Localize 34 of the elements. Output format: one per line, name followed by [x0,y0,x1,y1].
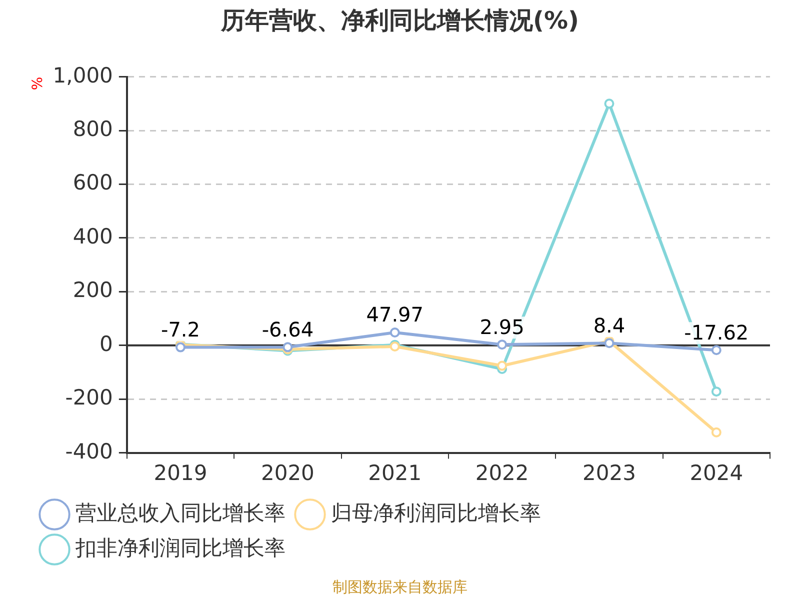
y-tick-label: 400 [72,224,113,248]
point [497,340,508,350]
y-tick-label: -400 [65,439,113,464]
text: 制图数据来自数据库 [332,578,468,596]
data-label: 8.4 [593,313,626,338]
data-label: -17.62 [684,320,749,344]
x-tick-label: 2023 [582,460,636,485]
y-tick-label: 0 [100,332,113,356]
point [711,427,722,438]
y-tick-label: 200 [72,278,113,302]
legend-label: 归母净利润同比增长率 [331,500,541,525]
point [497,360,508,371]
data-label: -6.64 [262,317,314,342]
x-tick-label: 2021 [368,460,422,485]
point [711,386,722,397]
legend-label: 扣非净利润同比增长率 [74,536,286,560]
point [711,345,722,356]
x-tick-label: 2019 [154,460,208,485]
y-axis-title: % [30,76,46,90]
y-tick-label: 600 [72,170,113,195]
point [604,98,614,109]
data-label: 47.97 [366,302,424,327]
legend-label: 营业总收入同比增长率 [76,500,286,525]
point [390,327,400,338]
data-label: 2.95 [480,314,524,339]
x-tick-label: 2024 [690,460,744,485]
y-tick-label: -200 [65,386,113,410]
y-tick-label: 1,000 [52,63,113,88]
point [176,342,186,352]
data-label: -7.2 [160,318,200,342]
x-tick-label: 2020 [260,460,314,485]
x-tick-label: 2022 [475,460,529,485]
chart-title: 历年营收、净利同比增长情况(%) [220,6,579,35]
y-tick-label: 800 [72,116,113,141]
